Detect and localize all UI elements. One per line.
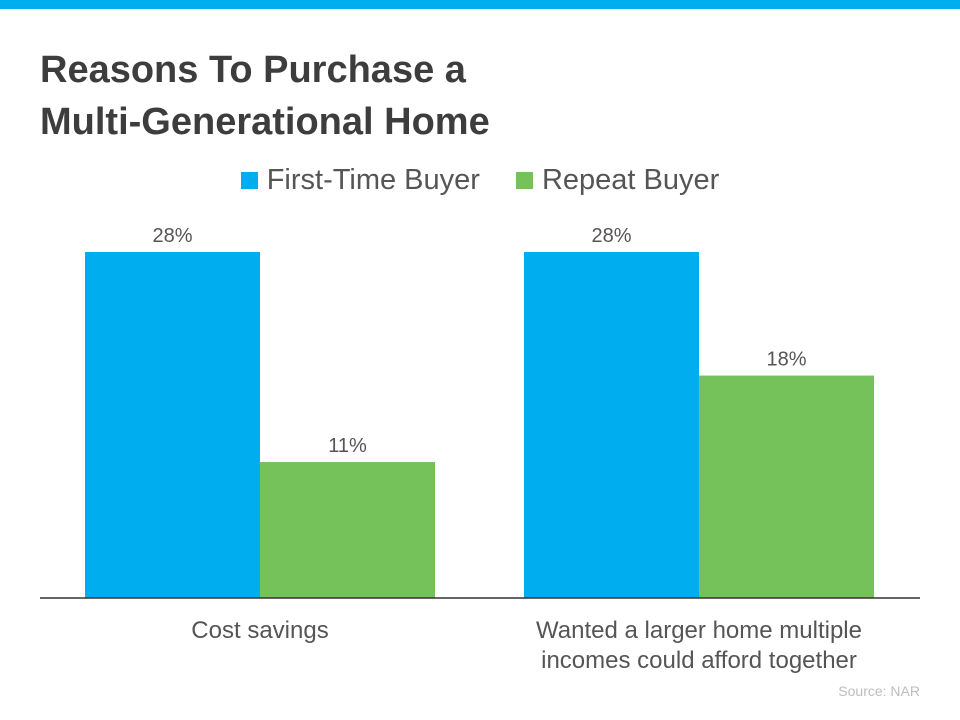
chart-title-line-2: Multi-Generational Home — [40, 101, 490, 143]
chart-title-line-1: Reasons To Purchase a — [40, 49, 466, 91]
category-label-1-line-1: Cost savings — [191, 617, 328, 644]
bar-repeat-buyer-1 — [260, 462, 435, 598]
data-label-first-time-buyer-1: 28% — [152, 225, 192, 247]
bar-first-time-buyer-1 — [85, 252, 260, 598]
top-accent-bar — [0, 0, 960, 9]
source-note: Source: NAR — [838, 683, 920, 699]
legend-label-repeat-buyer: Repeat Buyer — [541, 163, 720, 196]
legend-item-repeat-buyer: Repeat Buyer — [515, 163, 720, 197]
data-label-repeat-buyer-1: 11% — [328, 435, 367, 457]
legend-item-first-time-buyer: First-Time Buyer — [240, 163, 480, 197]
category-label-2-line-2: incomes could afford together — [541, 647, 857, 674]
legend-swatch-repeat-buyer — [515, 171, 533, 189]
chart-legend: First-Time Buyer Repeat Buyer — [0, 160, 960, 200]
data-label-first-time-buyer-2: 28% — [591, 225, 631, 247]
bar-repeat-buyer-2 — [699, 375, 874, 598]
chart-title: Reasons To Purchase a Multi-Generational… — [40, 44, 900, 148]
bar-first-time-buyer-2 — [524, 252, 699, 598]
data-label-repeat-buyer-2: 18% — [766, 349, 806, 371]
category-label-2-line-1: Wanted a larger home multiple — [536, 617, 862, 644]
legend-label-first-time-buyer: First-Time Buyer — [266, 163, 480, 196]
legend-swatch-first-time-buyer — [240, 171, 258, 189]
